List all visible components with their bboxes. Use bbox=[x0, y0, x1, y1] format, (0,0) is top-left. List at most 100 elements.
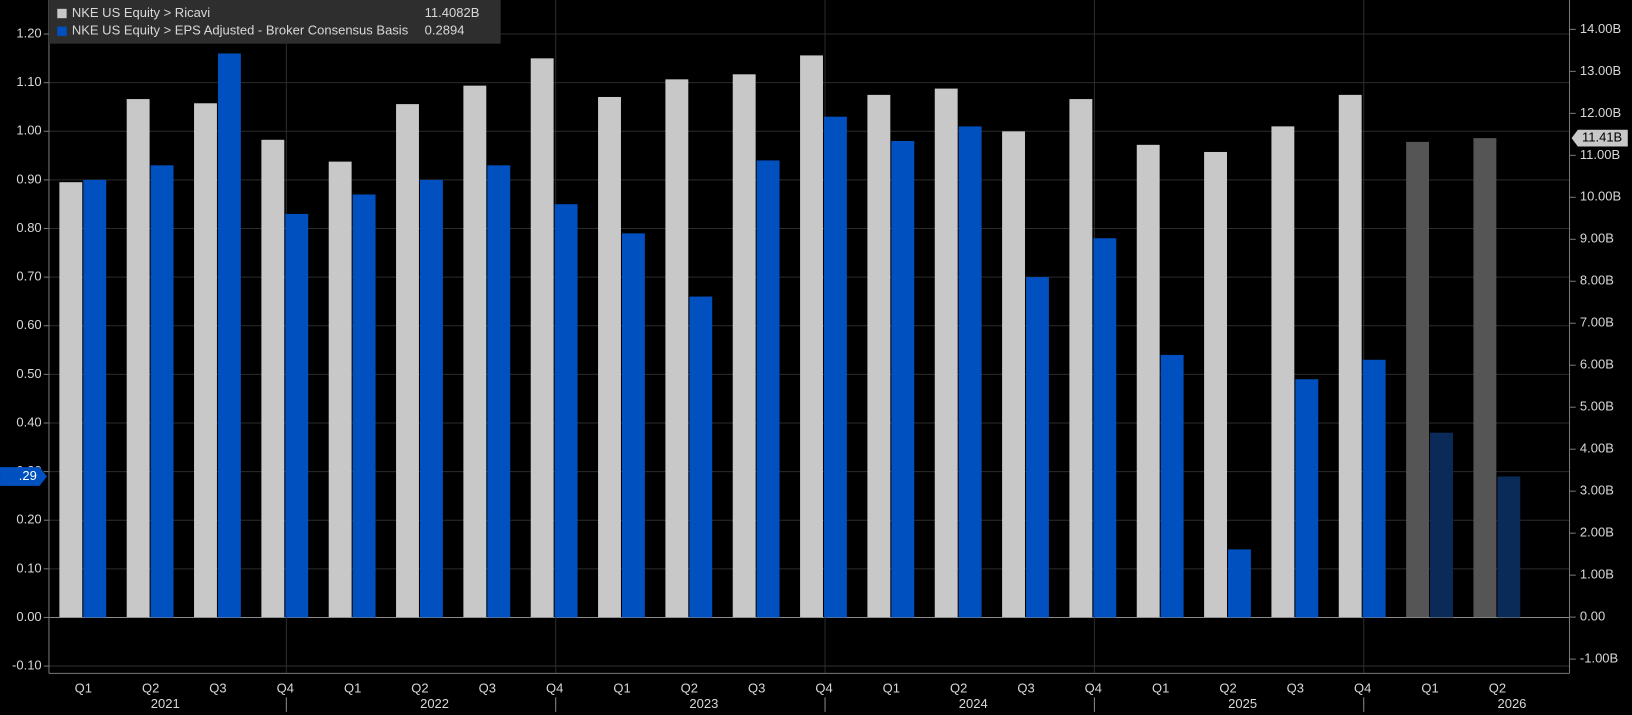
y2-tick-label: 0.00 bbox=[1580, 609, 1605, 624]
legend-value: 0.2894 bbox=[425, 23, 465, 38]
bar bbox=[598, 96, 621, 618]
legend-swatch bbox=[57, 26, 67, 36]
y2-tick-label: 13.00B bbox=[1580, 63, 1621, 78]
y-tick-label: -0.10 bbox=[12, 658, 42, 673]
x-tick-label: Q2 bbox=[950, 680, 967, 695]
legend-box bbox=[48, 0, 501, 44]
legend-label: NKE US Equity > Ricavi bbox=[72, 5, 210, 20]
year-label: 2025 bbox=[1228, 696, 1257, 711]
y-tick-label: 0.60 bbox=[16, 317, 41, 332]
bar bbox=[1497, 476, 1521, 618]
y-tick-label: 0.40 bbox=[16, 414, 41, 429]
x-tick-label: Q1 bbox=[75, 680, 92, 695]
bar bbox=[487, 165, 511, 618]
y-tick-label: 0.90 bbox=[16, 171, 41, 186]
bar bbox=[554, 204, 578, 618]
bar bbox=[891, 140, 915, 618]
bar bbox=[1406, 141, 1430, 618]
year-label: 2023 bbox=[689, 696, 718, 711]
bar bbox=[867, 94, 891, 618]
x-tick-label: Q4 bbox=[1354, 680, 1371, 695]
x-tick-label: Q1 bbox=[1152, 680, 1169, 695]
bars bbox=[59, 53, 1521, 618]
bar bbox=[1069, 99, 1093, 618]
bar bbox=[622, 233, 645, 618]
bar bbox=[1430, 432, 1453, 618]
bar bbox=[352, 194, 376, 618]
legend-label: NKE US Equity > EPS Adjusted - Broker Co… bbox=[72, 23, 409, 38]
y2-tick-label: 9.00B bbox=[1580, 231, 1614, 246]
bar bbox=[285, 213, 309, 618]
x-tick-label: Q3 bbox=[1017, 680, 1034, 695]
x-tick-label: Q3 bbox=[1287, 680, 1304, 695]
bar bbox=[261, 139, 285, 618]
legend: NKE US Equity > Ricavi 11.4082B NKE US Equ… bbox=[48, 0, 501, 44]
bar bbox=[1228, 549, 1251, 618]
y2-tick-label: 1.00B bbox=[1580, 567, 1614, 582]
bar bbox=[824, 116, 847, 618]
bar bbox=[530, 58, 554, 618]
bar bbox=[1002, 131, 1025, 618]
x-tick-label: Q4 bbox=[546, 680, 563, 695]
bar bbox=[934, 88, 958, 618]
bar bbox=[83, 179, 107, 618]
y2-tick-label: 11.00B bbox=[1580, 147, 1620, 162]
x-tick-label: Q3 bbox=[209, 680, 226, 695]
bar bbox=[1473, 138, 1497, 618]
bar bbox=[396, 104, 419, 618]
bar bbox=[1160, 354, 1184, 618]
x-tick-label: Q2 bbox=[142, 680, 159, 695]
y2-tick-label: 3.00B bbox=[1580, 483, 1614, 498]
x-tick-label: Q4 bbox=[815, 680, 832, 695]
x-tick-label: Q1 bbox=[883, 680, 900, 695]
y2-tick-label: 14.00B bbox=[1580, 21, 1621, 36]
y-tick-label: 0.80 bbox=[16, 220, 41, 235]
y-tick-label: 1.00 bbox=[16, 123, 41, 138]
value-tag bbox=[1571, 129, 1628, 147]
x-tick-label: Q2 bbox=[411, 680, 428, 695]
y-tick-label: 0.70 bbox=[16, 269, 41, 284]
x-tick-label: Q1 bbox=[613, 680, 630, 695]
bar bbox=[1295, 379, 1319, 618]
x-tick-label: Q4 bbox=[277, 680, 294, 695]
x-tick-label: Q2 bbox=[681, 680, 698, 695]
bar bbox=[194, 103, 217, 618]
bar bbox=[1136, 144, 1160, 618]
x-tick-label: Q2 bbox=[1219, 680, 1236, 695]
bar bbox=[59, 182, 83, 618]
y-tick-label: 1.10 bbox=[16, 74, 41, 89]
bar bbox=[756, 160, 780, 618]
y2-tick-label: 8.00B bbox=[1580, 273, 1614, 288]
year-label: 2021 bbox=[151, 696, 180, 711]
y2-tick-label: 6.00B bbox=[1580, 357, 1614, 372]
bar bbox=[665, 79, 689, 618]
y2-tick-label: -1.00B bbox=[1580, 651, 1618, 666]
bar bbox=[328, 161, 352, 618]
y2-tick-label: 5.00B bbox=[1580, 399, 1614, 414]
bar bbox=[126, 99, 150, 618]
x-tick-label: Q3 bbox=[748, 680, 765, 695]
bar bbox=[732, 74, 756, 618]
bar bbox=[419, 179, 443, 618]
y-tick-label: 1.20 bbox=[16, 25, 41, 40]
y2-tick-label: 2.00B bbox=[1580, 525, 1614, 540]
bar bbox=[958, 126, 982, 618]
x-tick-label: Q1 bbox=[1421, 680, 1438, 695]
bar bbox=[1204, 151, 1227, 618]
y-tick-label: 0.20 bbox=[16, 512, 41, 527]
bar bbox=[800, 55, 823, 618]
y-tick-label: 0.00 bbox=[16, 609, 41, 624]
year-label: 2024 bbox=[959, 696, 988, 711]
x-tick-label: Q1 bbox=[344, 680, 361, 695]
year-label: 2026 bbox=[1497, 696, 1526, 711]
y-tick-label: 0.10 bbox=[16, 560, 41, 575]
bar bbox=[689, 296, 713, 618]
legend-swatch bbox=[57, 8, 67, 19]
y-tick-label: 0.50 bbox=[16, 366, 41, 381]
y2-tick-label: 7.00B bbox=[1580, 315, 1614, 330]
bar bbox=[1362, 359, 1386, 618]
year-label: 2022 bbox=[420, 696, 449, 711]
